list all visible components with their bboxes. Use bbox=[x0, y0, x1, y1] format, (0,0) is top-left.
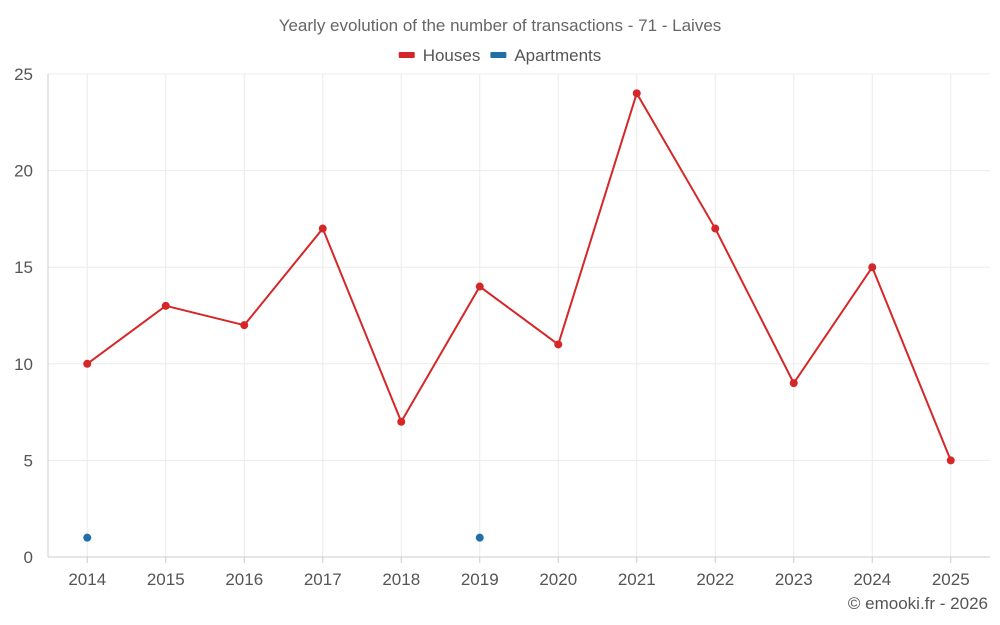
legend-label: Apartments bbox=[514, 46, 601, 65]
x-tick-label: 2025 bbox=[932, 570, 970, 589]
gridlines bbox=[47, 73, 990, 558]
data-point-houses[interactable] bbox=[475, 282, 484, 291]
legend-swatch bbox=[398, 52, 415, 58]
x-tick-label: 2016 bbox=[225, 570, 263, 589]
legend-swatch bbox=[490, 52, 507, 58]
series-line-houses bbox=[86, 90, 952, 461]
data-point-houses[interactable] bbox=[632, 89, 641, 98]
y-tick-label: 20 bbox=[14, 162, 33, 181]
legend-item-houses[interactable]: Houses bbox=[398, 46, 481, 65]
x-tick-label: 2014 bbox=[68, 570, 106, 589]
data-point-houses[interactable] bbox=[161, 301, 170, 310]
y-tick-label: 0 bbox=[24, 548, 33, 567]
data-point-houses[interactable] bbox=[83, 359, 92, 368]
data-point-houses[interactable] bbox=[397, 417, 406, 426]
y-tick-label: 5 bbox=[24, 451, 33, 470]
legend-item-apartments[interactable]: Apartments bbox=[490, 46, 601, 65]
x-tick-label: 2019 bbox=[461, 570, 499, 589]
x-tick-label: 2021 bbox=[618, 570, 656, 589]
data-point-houses[interactable] bbox=[711, 224, 720, 233]
legend: Houses Apartments bbox=[398, 46, 601, 65]
x-tick-label: 2022 bbox=[696, 570, 734, 589]
x-tick-label: 2023 bbox=[775, 570, 813, 589]
data-point-houses[interactable] bbox=[789, 379, 798, 388]
data-point-houses[interactable] bbox=[318, 224, 327, 233]
y-tick-label: 10 bbox=[14, 355, 33, 374]
credit-text: © emooki.fr - 2026 bbox=[848, 594, 988, 613]
legend-label: Houses bbox=[423, 46, 481, 65]
series-layer bbox=[83, 89, 955, 542]
data-point-houses[interactable] bbox=[868, 263, 877, 272]
data-point-apartments[interactable] bbox=[83, 533, 92, 542]
x-tick-label: 2017 bbox=[304, 570, 342, 589]
x-tick-label: 2015 bbox=[147, 570, 185, 589]
x-tick-label: 2020 bbox=[539, 570, 577, 589]
chart-title: Yearly evolution of the number of transa… bbox=[279, 16, 722, 35]
series-apartments bbox=[83, 533, 484, 542]
data-point-houses[interactable] bbox=[554, 340, 563, 349]
x-tick-label: 2024 bbox=[853, 570, 891, 589]
x-tick-label: 2018 bbox=[382, 570, 420, 589]
data-point-apartments[interactable] bbox=[475, 533, 484, 542]
x-axis: 2014 2015 2016 2017 2018 2019 2020 2021 2022 2023… bbox=[68, 557, 970, 589]
data-point-houses[interactable] bbox=[946, 456, 955, 465]
y-tick-label: 25 bbox=[14, 65, 33, 84]
data-point-houses[interactable] bbox=[240, 321, 249, 330]
series-houses bbox=[83, 89, 955, 465]
y-tick-label: 15 bbox=[14, 258, 33, 277]
y-axis: 0 5 10 15 20 25 bbox=[14, 65, 33, 567]
